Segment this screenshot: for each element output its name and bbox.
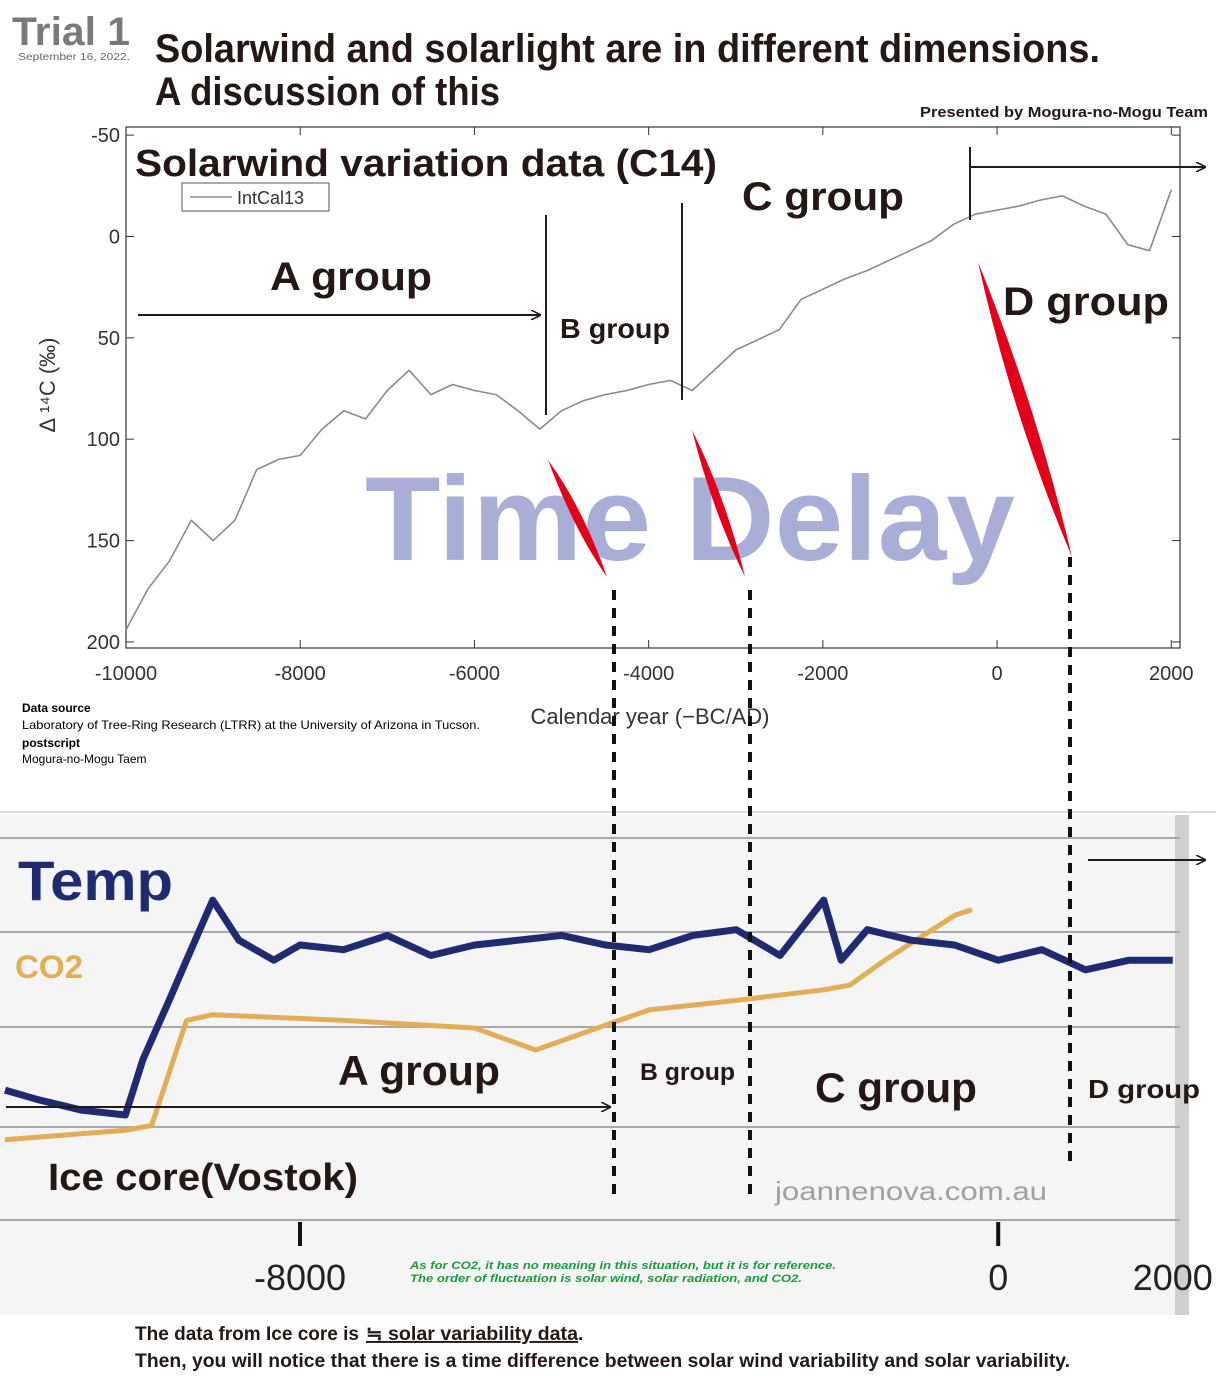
y-axis-label: Δ ¹⁴C (‰): [35, 337, 60, 432]
source-credit: joannenova.com.au: [774, 1176, 1047, 1206]
annotation: A group: [270, 255, 432, 299]
delay-spindle: [978, 262, 1072, 557]
plot-frame: [125, 126, 1181, 649]
annotation: D group: [1003, 280, 1169, 324]
chart-title: Solarwind variation data (C14): [135, 143, 717, 185]
x-tick-label: -8000: [275, 663, 326, 685]
footer-text: The data from Ice core is: [135, 1324, 359, 1345]
credit: Presented by Mogura-no-Mogu Team: [920, 104, 1208, 121]
y-tick-label: 100: [87, 429, 120, 451]
title: A discussion of this: [155, 70, 500, 114]
chart-layer: -10000 -8000 -6000 -4000 -2000 0 2000-50050100…: [4, 125, 1213, 1298]
note: The order of fluctuation is solar wind, …: [410, 1273, 802, 1285]
source-text: Laboratory of Tree-Ring Research (LTRR) …: [22, 718, 480, 732]
annotation: A group: [338, 1047, 500, 1094]
x-tick-label: -4000: [623, 663, 674, 685]
series-line: [4, 896, 1173, 1119]
annotation: B group: [640, 1059, 735, 1086]
annotation: D group: [1088, 1074, 1200, 1104]
source-heading: Data source: [22, 701, 91, 715]
x-axis-label: Calendar year (−BC/AD): [530, 704, 769, 729]
annotation: Ice core(Vostok): [48, 1157, 358, 1199]
x-tick-label: -2000: [797, 663, 848, 685]
y-tick-label: -50: [91, 125, 120, 147]
series-line: [125, 189, 1173, 631]
annotation: C group: [815, 1064, 977, 1111]
delay-spindles: [548, 262, 1072, 577]
title: Solarwind and solarlight are in differen…: [155, 27, 1100, 71]
y-tick-label: 50: [98, 328, 120, 350]
annotation: Time Delay: [365, 452, 1015, 586]
date: September 16, 2022.: [18, 52, 130, 63]
footer-underlined: ≒ solar variability data: [366, 1324, 578, 1345]
x-tick-label: 2000: [1149, 663, 1194, 685]
legend-label: IntCal13: [237, 188, 304, 208]
note: As for CO2, it has no meaning in this si…: [409, 1260, 836, 1272]
badge: Trial 1: [12, 10, 130, 54]
legend-label: CO2: [15, 949, 83, 985]
footer-text: .: [578, 1324, 583, 1345]
y-tick-label: 200: [87, 632, 120, 654]
postscript-heading: postscript: [22, 736, 80, 750]
annotation: B group: [560, 313, 670, 344]
x-tick-label: -10000: [95, 663, 157, 685]
series-line: [4, 907, 973, 1143]
x-tick-label: 2000: [1133, 1257, 1213, 1298]
panel-background: [0, 815, 1185, 1315]
x-tick-label: 0: [992, 663, 1003, 685]
y-tick-label: 0: [109, 226, 120, 248]
legend-label: Temp: [18, 849, 173, 912]
x-tick-label: 0: [988, 1257, 1008, 1298]
panel-edge: [1175, 815, 1189, 1315]
annotation: C group: [742, 175, 904, 219]
postscript-text: Mogura-no-Mogu Taem: [22, 752, 147, 766]
delay-spindle: [548, 460, 607, 577]
footer-text: Then, you will notice that there is a ti…: [135, 1351, 1070, 1372]
delay-dashes: [612, 557, 1072, 1200]
x-tick-label: -8000: [254, 1257, 346, 1298]
delay-spindle: [692, 430, 745, 577]
x-tick-label: -6000: [449, 663, 500, 685]
annotation-lines: [6, 147, 1205, 1107]
y-tick-label: 150: [87, 531, 120, 553]
